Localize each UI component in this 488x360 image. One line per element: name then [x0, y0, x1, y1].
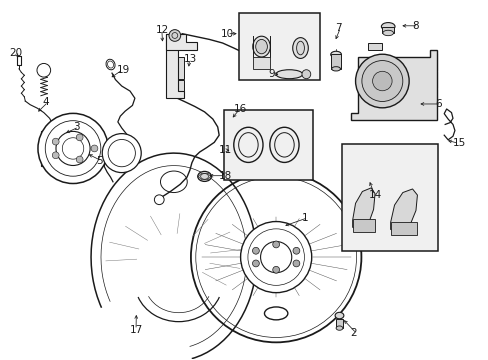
Text: 14: 14 — [368, 190, 381, 200]
Circle shape — [169, 30, 181, 41]
Text: 16: 16 — [233, 104, 246, 114]
Bar — [224, 110, 312, 180]
Circle shape — [372, 71, 391, 91]
Circle shape — [190, 172, 361, 342]
Text: 7: 7 — [334, 23, 341, 33]
Circle shape — [37, 63, 51, 77]
Circle shape — [91, 145, 98, 152]
Polygon shape — [350, 50, 436, 120]
Bar — [238, 13, 320, 80]
Bar — [341, 144, 437, 251]
Bar — [165, 57, 183, 78]
Polygon shape — [165, 34, 197, 50]
Text: 3: 3 — [73, 122, 80, 132]
Ellipse shape — [334, 312, 343, 319]
Circle shape — [154, 195, 164, 204]
Bar — [41, 131, 73, 166]
Circle shape — [272, 266, 279, 273]
Circle shape — [76, 156, 83, 163]
Bar — [252, 57, 270, 69]
Ellipse shape — [302, 70, 310, 79]
Circle shape — [252, 247, 259, 254]
Circle shape — [260, 242, 291, 273]
Polygon shape — [390, 189, 417, 232]
Ellipse shape — [331, 67, 340, 71]
Text: 1: 1 — [302, 213, 308, 222]
Text: 5: 5 — [96, 156, 102, 166]
Text: 20: 20 — [10, 48, 23, 58]
Text: 2: 2 — [350, 328, 357, 338]
Ellipse shape — [255, 40, 267, 54]
Circle shape — [240, 221, 311, 293]
Circle shape — [361, 60, 402, 102]
Text: 6: 6 — [434, 99, 441, 109]
Circle shape — [102, 134, 141, 172]
Ellipse shape — [381, 23, 394, 31]
Polygon shape — [390, 222, 417, 234]
Bar — [364, 95, 386, 105]
Circle shape — [38, 113, 108, 184]
Ellipse shape — [275, 70, 302, 79]
Polygon shape — [352, 188, 374, 230]
Text: 11: 11 — [219, 145, 232, 155]
Circle shape — [76, 134, 83, 141]
Ellipse shape — [264, 307, 287, 320]
Text: 8: 8 — [412, 21, 418, 31]
Ellipse shape — [382, 30, 393, 36]
Ellipse shape — [335, 326, 342, 330]
Ellipse shape — [330, 51, 341, 58]
Ellipse shape — [106, 59, 115, 70]
Ellipse shape — [292, 38, 307, 58]
Ellipse shape — [252, 36, 270, 57]
Text: 18: 18 — [219, 171, 232, 181]
Ellipse shape — [296, 41, 304, 55]
Text: 17: 17 — [130, 325, 143, 335]
Bar — [335, 319, 342, 328]
Circle shape — [52, 138, 59, 145]
Ellipse shape — [197, 171, 211, 181]
Polygon shape — [165, 34, 183, 98]
Polygon shape — [352, 220, 374, 232]
Text: 10: 10 — [221, 29, 234, 39]
Bar — [165, 80, 183, 91]
Bar — [330, 54, 340, 69]
Bar — [382, 27, 393, 33]
Text: 13: 13 — [183, 54, 197, 64]
Circle shape — [272, 241, 279, 248]
Text: 9: 9 — [267, 69, 274, 79]
Text: 12: 12 — [156, 25, 169, 35]
Circle shape — [56, 131, 90, 166]
Text: 19: 19 — [117, 64, 130, 75]
Circle shape — [292, 260, 299, 267]
Circle shape — [355, 54, 408, 108]
Circle shape — [252, 260, 259, 267]
Text: 15: 15 — [452, 139, 465, 148]
Bar — [364, 105, 386, 120]
Circle shape — [292, 247, 299, 254]
Bar — [367, 43, 382, 50]
Text: 4: 4 — [42, 97, 49, 107]
Circle shape — [52, 152, 59, 159]
